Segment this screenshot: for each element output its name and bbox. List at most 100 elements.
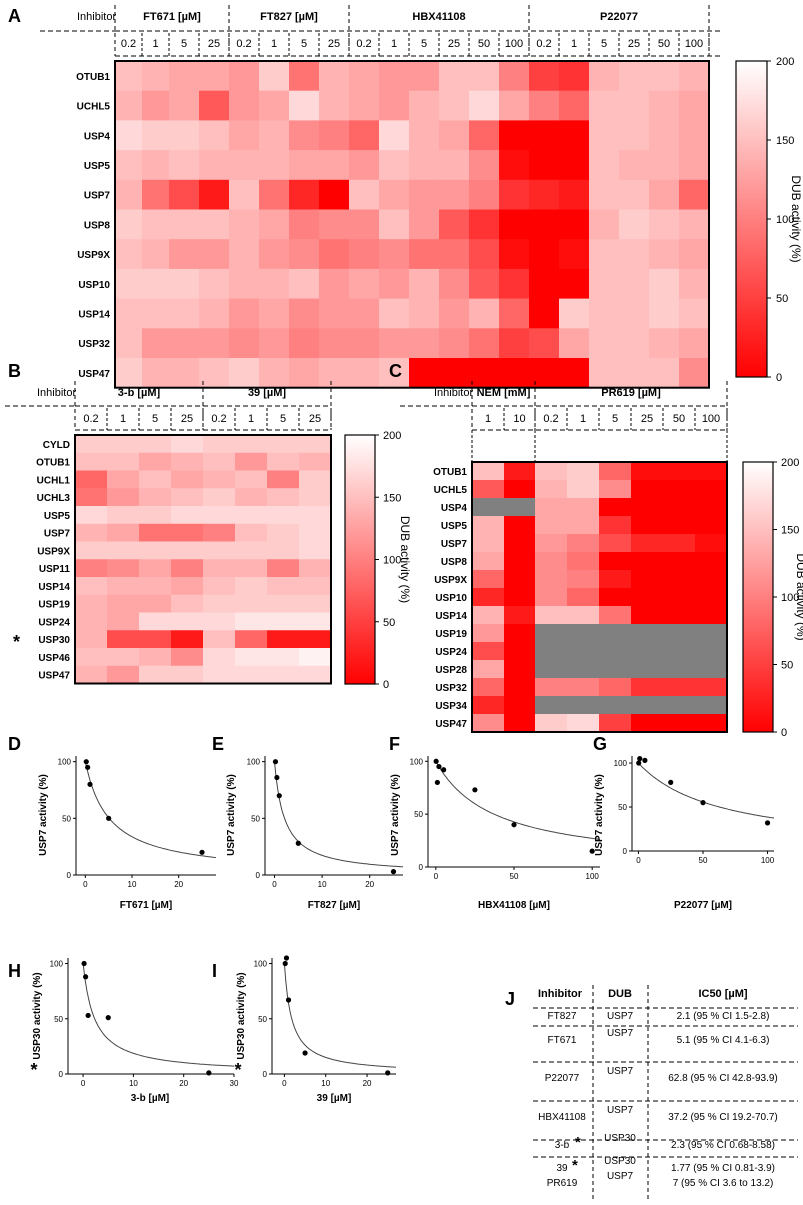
data-point — [85, 1012, 91, 1019]
heatmap-cell — [319, 209, 350, 240]
row-label: USP28 — [435, 665, 467, 676]
heatmap-cell — [469, 268, 500, 300]
y-axis-label: USP7 activity (%) — [38, 774, 49, 856]
concentration-label: 25 — [641, 413, 653, 425]
heatmap-cell — [599, 534, 632, 553]
heatmap-cell — [529, 150, 560, 181]
heatmap-cell — [267, 648, 300, 667]
table-ic50-cell: 7 (95 % CI 3.6 to 13.2) — [673, 1178, 774, 1189]
heatmap-cell — [504, 462, 536, 481]
heatmap-cell — [439, 358, 470, 389]
x-axis-label: P22077 [µM] — [674, 900, 732, 911]
fit-curve — [274, 761, 404, 868]
heatmap-cell — [115, 358, 143, 389]
heatmap-cell — [567, 552, 600, 571]
heatmap-cell — [267, 594, 300, 613]
heatmap-cell — [695, 696, 728, 715]
x-tick-label: 10 — [318, 880, 327, 889]
row-label: OTUB1 — [433, 467, 467, 478]
heatmap-cell — [75, 594, 108, 613]
x-tick-label: 100 — [586, 872, 600, 881]
heatmap-cell — [142, 298, 170, 329]
heatmap-cell — [203, 488, 236, 507]
heatmap-cell — [299, 523, 332, 542]
colorbar — [344, 434, 376, 685]
table-dub-cell: USP30 — [604, 1156, 636, 1167]
heatmap-cell — [535, 552, 568, 571]
heatmap-cell — [599, 588, 632, 607]
colorbar-tick-label: 50 — [781, 660, 793, 672]
panel-a: A Inhibitor FT671 [µM] FT827 [µM] HBX41108 P2… — [8, 5, 803, 389]
row-label: USP9X — [77, 250, 110, 261]
table-dub-cell: USP7 — [607, 1105, 634, 1116]
heatmap-cell — [409, 239, 440, 270]
data-point — [283, 955, 290, 961]
heatmap-cell — [203, 470, 236, 489]
heatmap-cell — [535, 606, 568, 625]
heatmap-cell — [695, 480, 728, 499]
heatmap-cell — [649, 120, 680, 151]
row-label: USP4 — [441, 503, 468, 514]
heatmap-cell — [589, 179, 620, 210]
heatmap-cell — [559, 209, 590, 240]
heatmap-cell — [631, 624, 664, 643]
heatmap-cell — [203, 612, 236, 631]
heatmap-cell — [679, 298, 710, 329]
heatmap-cell — [142, 179, 170, 210]
asterisk-marker: * — [572, 1157, 578, 1174]
heatmap-cell — [559, 61, 590, 92]
heatmap-cell — [469, 298, 500, 329]
heatmap-cell — [349, 358, 380, 389]
heatmap-cell — [203, 435, 236, 454]
heatmap-cell — [504, 552, 536, 571]
heatmap-cell — [631, 552, 664, 571]
concentration-label: 0.2 — [543, 413, 558, 425]
heatmap-cell — [679, 150, 710, 181]
heatmap-cell — [349, 90, 380, 121]
heatmap-cell — [695, 642, 728, 661]
colorbar-tick-label: 0 — [776, 372, 782, 384]
heatmap-cell — [663, 642, 696, 661]
heatmap-cell — [299, 612, 332, 631]
heatmap-cell — [139, 523, 172, 542]
heatmap-cell — [199, 358, 230, 389]
heatmap-cell — [267, 452, 300, 471]
heatmap-cell — [649, 298, 680, 329]
panel-i: I 0 50 100 0 10 20 39 [µM] USP30 activity (%)* — [212, 955, 397, 1104]
heatmap-cell — [439, 150, 470, 181]
heatmap-cell — [631, 570, 664, 589]
row-label: USP9X — [434, 575, 467, 586]
heatmap-cell — [504, 588, 536, 607]
inhibitor-header-label: Inhibitor — [434, 387, 473, 399]
heatmap-cell — [235, 665, 268, 684]
asterisk-marker: * — [30, 1060, 37, 1080]
data-point — [285, 997, 292, 1003]
heatmap-cell — [599, 606, 632, 625]
heatmap-cell — [199, 209, 230, 240]
heatmap-cell — [229, 61, 260, 92]
heatmap-cell — [663, 660, 696, 679]
heatmap-cell — [663, 552, 696, 571]
panel-letter: E — [212, 734, 224, 754]
heatmap-cell — [107, 452, 140, 471]
y-axis-label: USP7 activity (%) — [390, 774, 401, 856]
heatmap-cell — [499, 358, 530, 389]
heatmap-cell — [695, 624, 728, 643]
heatmap-cell — [235, 506, 268, 525]
heatmap-cell — [142, 268, 170, 300]
heatmap-cell — [267, 630, 300, 649]
heatmap-cell — [439, 61, 470, 92]
table-header: Inhibitor — [538, 988, 583, 1000]
heatmap-cell — [589, 90, 620, 121]
heatmap-cell — [107, 435, 140, 454]
row-label: USP14 — [435, 611, 467, 622]
row-label: USP47 — [78, 369, 110, 380]
heatmap-cell — [559, 90, 590, 121]
x-tick-label: 0 — [434, 872, 439, 881]
concentration-label: 100 — [685, 38, 703, 50]
heatmap-cell — [679, 179, 710, 210]
heatmap-cell — [529, 120, 560, 151]
heatmap-cell — [559, 179, 590, 210]
heatmap-cell — [499, 179, 530, 210]
panel-letter: D — [8, 734, 21, 754]
